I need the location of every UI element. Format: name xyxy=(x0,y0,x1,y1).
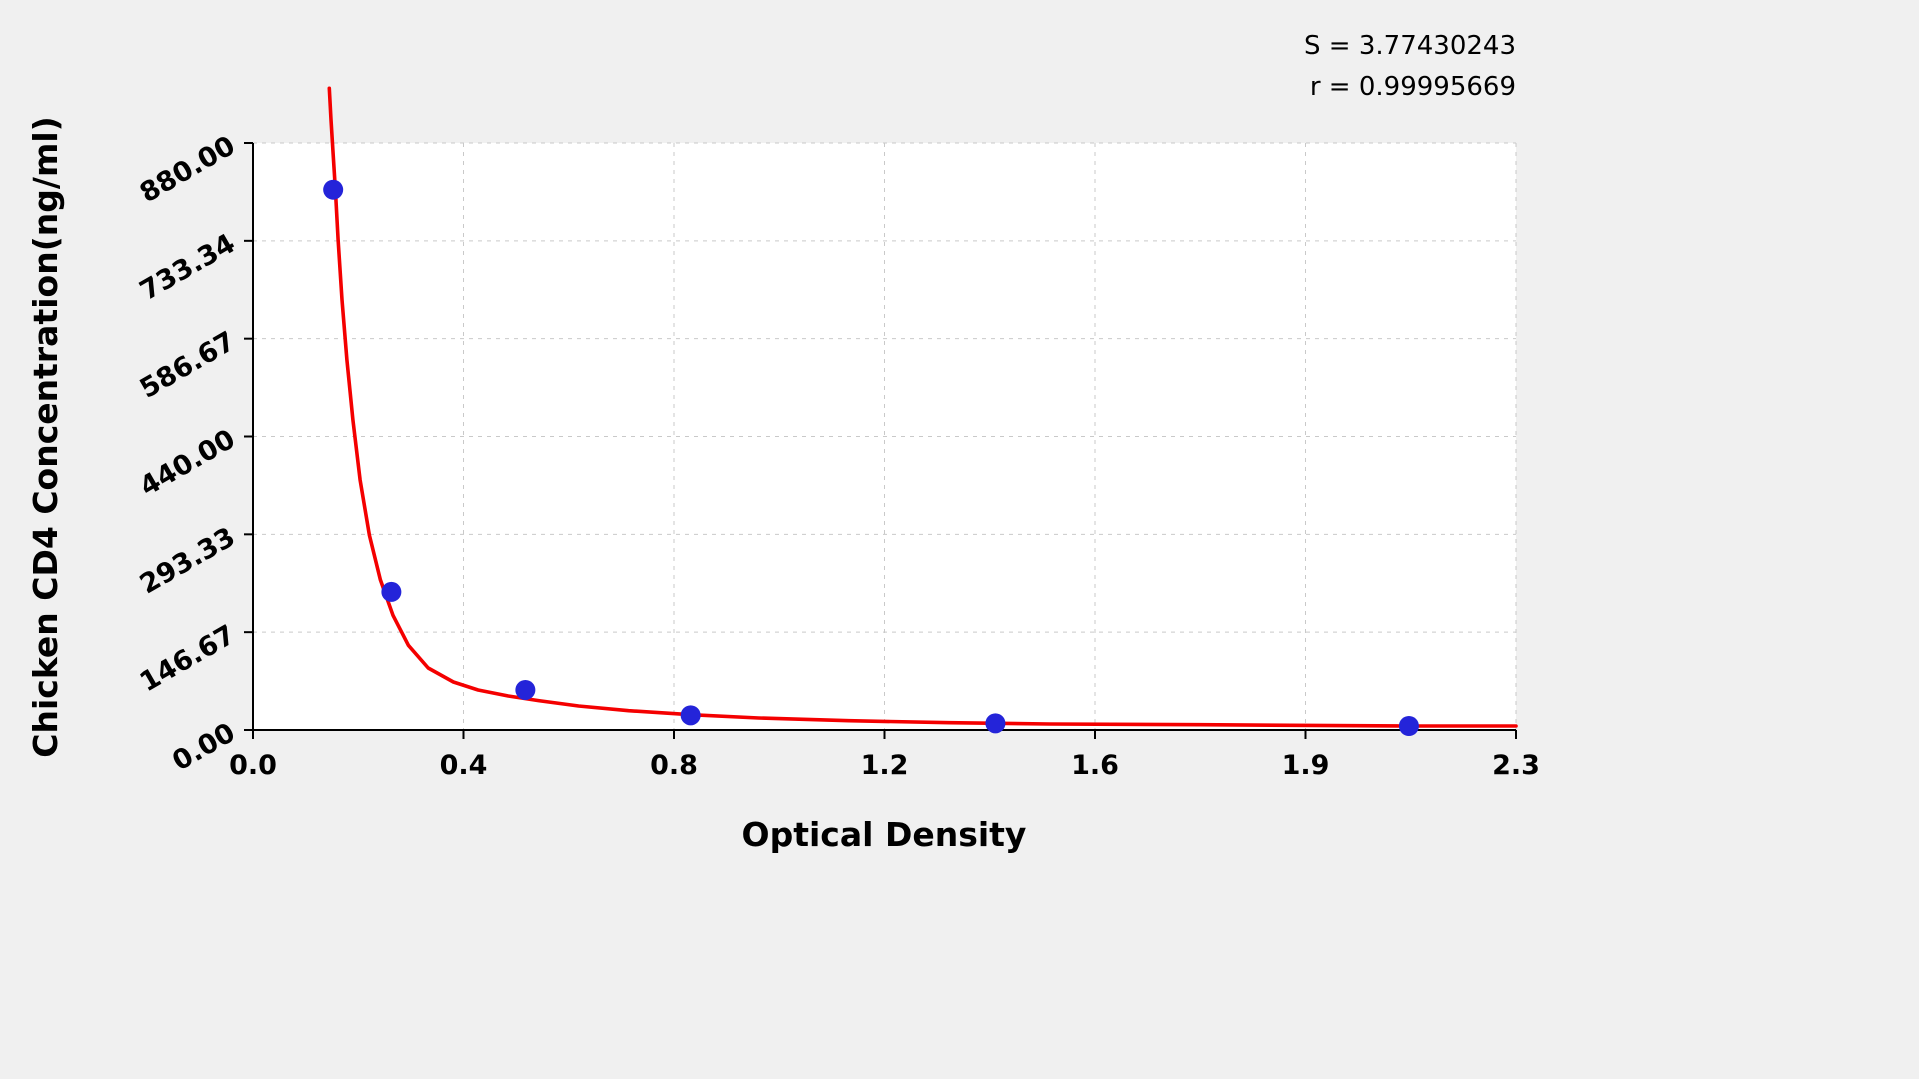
y-axis-title: Chicken CD4 Concentration(ng/ml) xyxy=(26,116,65,758)
y-tick-label: 440.00 xyxy=(135,424,241,503)
x-tick-label: 1.2 xyxy=(861,750,909,781)
x-axis-title: Optical Density xyxy=(742,815,1027,854)
stat-r-value: r = 0.99995669 xyxy=(1310,72,1516,102)
data-point xyxy=(1398,715,1419,736)
x-tick-label: 0.8 xyxy=(650,750,698,781)
x-tick-label: 1.6 xyxy=(1071,750,1119,781)
data-points xyxy=(323,179,1419,736)
y-tick-label: 293.33 xyxy=(135,522,241,601)
data-point xyxy=(680,705,701,726)
y-tick-label: 733.34 xyxy=(135,228,241,307)
x-tick-label: 0.4 xyxy=(440,750,488,781)
gridlines xyxy=(253,142,1517,730)
fit-curve xyxy=(327,86,1518,728)
x-tick-label: 1.9 xyxy=(1282,750,1330,781)
data-point xyxy=(323,179,344,200)
data-point xyxy=(381,581,402,602)
tick-marks xyxy=(244,142,1517,739)
data-point xyxy=(985,713,1006,734)
y-tick-label: 146.67 xyxy=(135,619,241,698)
stat-s-value: S = 3.77430243 xyxy=(1304,31,1516,61)
x-tick-label: 2.3 xyxy=(1492,750,1540,781)
y-tick-label: 586.67 xyxy=(135,326,241,405)
data-point xyxy=(515,679,536,700)
x-tick-label: 0.0 xyxy=(229,750,277,781)
y-tick-label: 880.00 xyxy=(135,130,241,209)
